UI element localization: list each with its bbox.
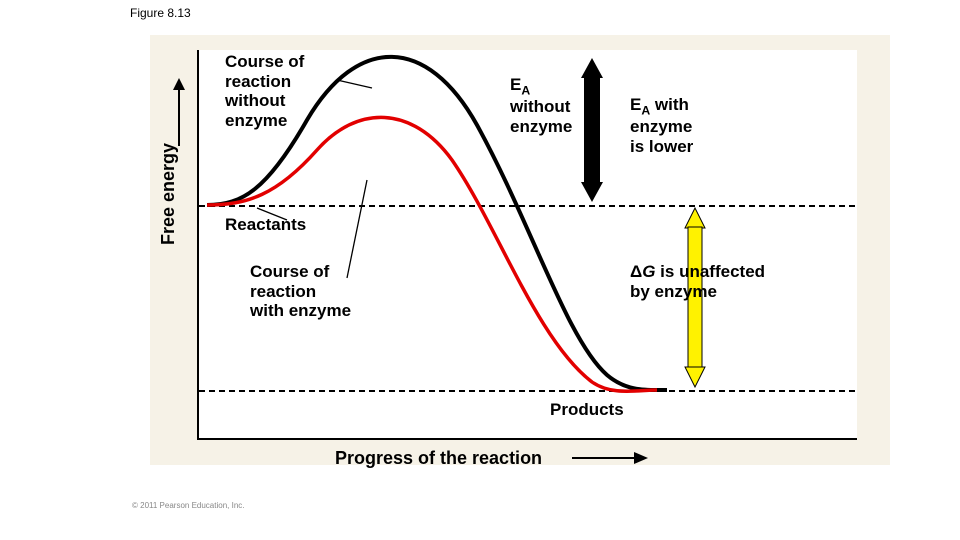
figure-number: Figure 8.13 (130, 6, 191, 20)
label-ea-with: EA withenzymeis lower (630, 95, 693, 157)
x-axis-label: Progress of the reaction (335, 448, 542, 469)
x-axis-arrow-icon (570, 448, 650, 468)
label-course-without-enzyme: Course ofreactionwithoutenzyme (225, 52, 304, 130)
label-course-with-enzyme: Course ofreactionwith enzyme (250, 262, 351, 321)
products-level-line (199, 390, 855, 392)
label-ea-without: EAwithoutenzyme (510, 75, 572, 137)
copyright-text: © 2011 Pearson Education, Inc. (132, 501, 244, 510)
label-reactants: Reactants (225, 215, 306, 235)
y-axis-arrow-icon (170, 78, 188, 148)
label-delta-g: ΔG is unaffectedby enzyme (630, 262, 765, 301)
reactants-level-line (199, 205, 855, 207)
y-axis-label: Free energy (158, 143, 179, 245)
label-products: Products (550, 400, 624, 420)
